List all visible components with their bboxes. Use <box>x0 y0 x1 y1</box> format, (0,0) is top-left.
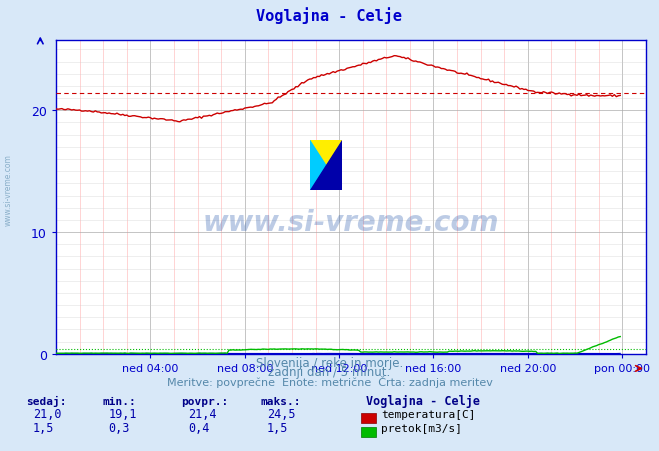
Text: min.:: min.: <box>102 396 136 405</box>
Text: povpr.:: povpr.: <box>181 396 229 405</box>
Text: sedaj:: sedaj: <box>26 395 67 405</box>
Text: 21,0: 21,0 <box>33 407 61 420</box>
Text: Voglajna - Celje: Voglajna - Celje <box>366 394 480 407</box>
Text: pretok[m3/s]: pretok[m3/s] <box>381 423 462 433</box>
Text: Slovenija / reke in morje.: Slovenija / reke in morje. <box>256 357 403 369</box>
Text: www.si-vreme.com: www.si-vreme.com <box>203 208 499 236</box>
Text: 19,1: 19,1 <box>109 407 137 420</box>
Text: 1,5: 1,5 <box>267 421 288 434</box>
Text: maks.:: maks.: <box>260 396 301 405</box>
Text: Meritve: povprečne  Enote: metrične  Črta: zadnja meritev: Meritve: povprečne Enote: metrične Črta:… <box>167 375 492 387</box>
Text: temperatura[C]: temperatura[C] <box>381 409 475 419</box>
Text: www.si-vreme.com: www.si-vreme.com <box>3 153 13 226</box>
Text: 1,5: 1,5 <box>33 421 54 434</box>
Text: Voglajna - Celje: Voglajna - Celje <box>256 7 403 24</box>
Text: 21,4: 21,4 <box>188 407 216 420</box>
Text: 0,3: 0,3 <box>109 421 130 434</box>
Text: zadnji dan / 5 minut.: zadnji dan / 5 minut. <box>268 366 391 378</box>
Text: 0,4: 0,4 <box>188 421 209 434</box>
Text: 24,5: 24,5 <box>267 407 295 420</box>
